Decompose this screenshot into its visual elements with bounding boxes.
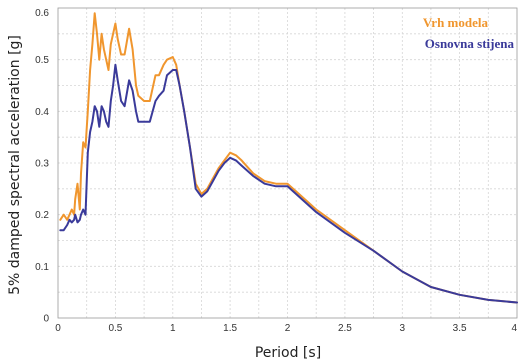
legend-label-vrh-modela: Vrh modela: [423, 15, 489, 30]
x-tick-label: 4: [511, 323, 517, 334]
x-tick-labels: 0 0.5 1 1.5 2 2.5 3 3.5 4: [55, 323, 517, 334]
x-tick-label: 2.5: [338, 323, 352, 334]
y-tick-label: 0: [43, 314, 49, 325]
y-axis-label: 5% damped spectral acceleration [g]: [7, 35, 23, 295]
x-axis-label: Period [s]: [255, 345, 321, 361]
x-tick-label: 2: [285, 323, 291, 334]
series-line-osnovna-stijena: [59, 63, 518, 304]
x-tick-label: 3.5: [453, 323, 467, 334]
x-tick-label: 0.5: [108, 323, 122, 334]
x-tick-label: 1.5: [223, 323, 237, 334]
y-tick-label: 0.1: [35, 262, 49, 273]
legend: Vrh modela Osnovna stijena: [423, 15, 515, 51]
series-line-vrh-modela: [59, 12, 518, 304]
plot-border: [57, 7, 518, 319]
y-tick-label: 0.6: [35, 8, 49, 19]
x-tick-label: 1: [170, 323, 176, 334]
y-tick-label: 0.5: [35, 55, 49, 66]
y-tick-label: 0.4: [35, 107, 49, 118]
y-tick-label: 0.3: [35, 159, 49, 170]
y-tick-labels: 0 0.1 0.2 0.3 0.4 0.5 0.6: [35, 8, 49, 325]
y-tick-label: 0.2: [35, 210, 49, 221]
x-tick-label: 3: [400, 323, 406, 334]
grid: [58, 8, 517, 318]
series-layer: [59, 12, 518, 304]
plot-frame: [57, 7, 518, 319]
x-tick-label: 0: [55, 323, 61, 334]
legend-label-osnovna-stijena: Osnovna stijena: [425, 36, 515, 51]
